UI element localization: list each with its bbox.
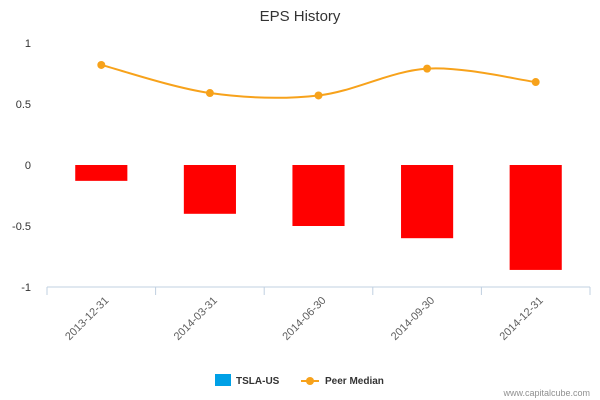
x-tick-label: 2014-12-31: [498, 295, 546, 343]
bar-tsla[interactable]: [183, 165, 236, 214]
y-tick-label: 0: [25, 160, 31, 172]
bar-tsla[interactable]: [509, 165, 562, 270]
x-tick-label: 2014-03-31: [172, 295, 220, 343]
credit-text: www.capitalcube.com: [502, 388, 590, 398]
point-peer-median[interactable]: [531, 78, 540, 87]
legend-label-peer-median: Peer Median: [325, 376, 384, 387]
y-axis-ticks: 1 0.5 0 -0.5 -1: [12, 38, 31, 294]
y-tick-label: 1: [25, 38, 31, 50]
legend-item-tsla[interactable]: TSLA-US: [215, 374, 280, 387]
x-tick-label: 2013-12-31: [63, 295, 111, 343]
y-tick-label: -1: [21, 282, 31, 294]
peer-median-points: [97, 60, 540, 100]
bar-tsla[interactable]: [292, 165, 345, 226]
x-axis-labels: 2013-12-31 2014-03-31 2014-06-30 2014-09-30…: [63, 295, 546, 343]
legend-item-peer-median[interactable]: Peer Median: [301, 376, 384, 387]
legend-swatch-tsla: [215, 374, 231, 386]
point-peer-median[interactable]: [97, 60, 106, 69]
legend: TSLA-US Peer Median: [215, 374, 384, 387]
point-peer-median[interactable]: [314, 91, 323, 100]
bar-tsla[interactable]: [75, 165, 128, 181]
legend-marker-peer-median: [306, 377, 314, 385]
legend-label-tsla: TSLA-US: [236, 376, 280, 387]
point-peer-median[interactable]: [205, 89, 214, 98]
x-tick-label: 2014-09-30: [389, 295, 437, 343]
y-tick-label: -0.5: [12, 221, 31, 233]
chart-title: EPS History: [260, 8, 341, 25]
tsla-bars: [75, 165, 562, 270]
point-peer-median[interactable]: [423, 64, 432, 73]
bar-tsla[interactable]: [401, 165, 454, 239]
x-axis-tick-marks: [46, 287, 591, 295]
x-tick-label: 2014-06-30: [280, 295, 328, 343]
y-tick-label: 0.5: [16, 99, 31, 111]
